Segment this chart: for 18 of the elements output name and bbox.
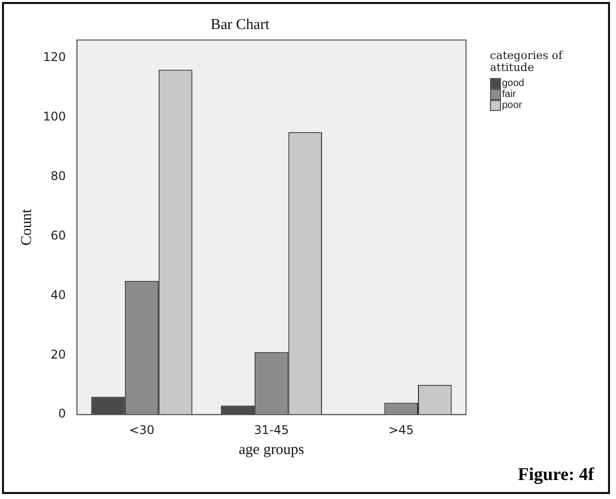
text: Figure: 4f [518,464,594,485]
y-tick-label: 100 [43,109,66,124]
y-tick-label: 60 [50,228,66,242]
chart-title: Bar Chart [210,16,270,33]
y-axis-title: Count [18,208,35,246]
y-tick-label: 20 [50,347,66,362]
y-tick-label: 0 [58,406,66,421]
x-tick-label: 31-45 [254,422,289,437]
legend-label: fair [502,89,516,100]
legend-title: categories of attitude [490,49,564,74]
y-tick-label: 40 [50,288,66,302]
x-tick-label: >45 [388,422,414,437]
y-tick-label: 80 [50,168,66,183]
x-tick-label: <30 [129,422,154,437]
x-axis-title: age groups [238,442,304,458]
y-tick-label: 120 [43,50,66,64]
legend-label: poor [502,100,522,111]
legend-label: good [502,78,524,89]
